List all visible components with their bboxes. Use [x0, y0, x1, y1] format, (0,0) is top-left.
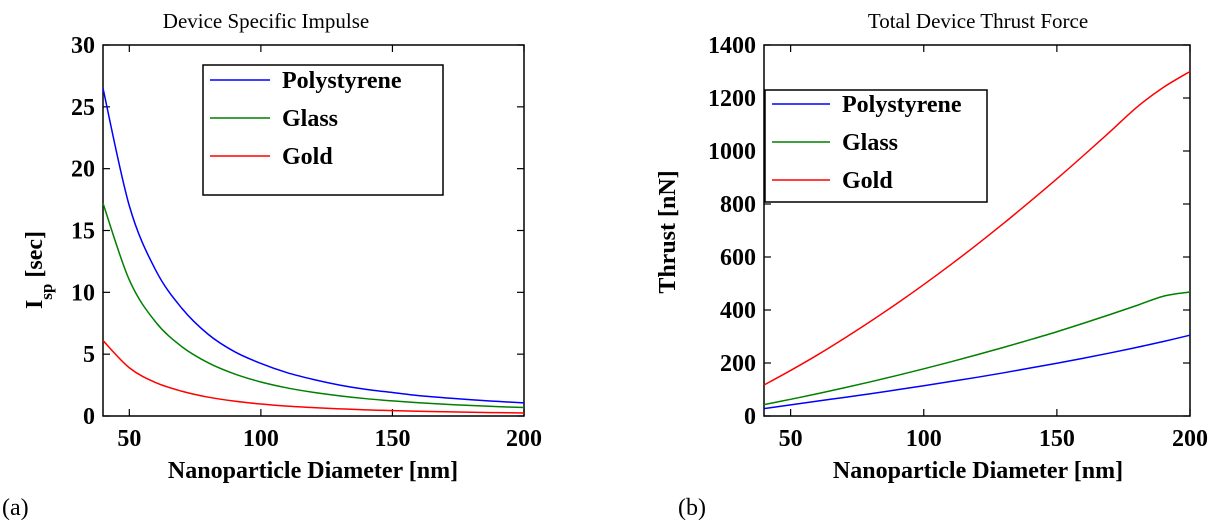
y-tick-label: 0 [83, 404, 95, 430]
y-tick-label: 1000 [708, 139, 756, 165]
legend-box [202, 64, 444, 196]
legend-box [764, 89, 988, 203]
series-line-glass [102, 203, 525, 409]
legend-label-glass: Glass [282, 106, 338, 132]
y-tick-label: 800 [720, 192, 756, 218]
legend-items: Polystyrene Glass Gold [772, 92, 962, 194]
legend-label-gold: Gold [842, 168, 893, 194]
y-tick-label: 0 [744, 404, 756, 430]
x-tick-label: 100 [906, 426, 942, 452]
x-tick-label: 100 [243, 426, 279, 452]
series-line-gold [102, 340, 525, 414]
x-tick-label: 50 [779, 426, 803, 452]
y-tick-label: 15 [71, 219, 95, 245]
legend: Polystyrene Glass Gold [764, 89, 988, 203]
x-axis-label: Nanoparticle Diameter [nm] [168, 458, 458, 484]
legend-label-polystyrene: Polystyrene [842, 92, 962, 118]
chart-title: Total Device Thrust Force [868, 9, 1088, 33]
legend: Polystyrene Glass Gold [202, 64, 444, 196]
legend-items: Polystyrene Glass Gold [210, 68, 402, 170]
panel-label: (a) [2, 495, 29, 520]
y-tick-label: 600 [720, 245, 756, 271]
plot-frame [763, 44, 1191, 417]
series-line-glass [763, 291, 1191, 406]
y-axis-label-sub: sp [37, 284, 56, 300]
x-tick-label: 200 [506, 426, 542, 452]
y-tick-label: 20 [71, 157, 95, 183]
y-tick-label: 1200 [708, 86, 756, 112]
chart-thrust-force: Total Device Thrust Force 50 100 150 200 0 2… [655, 9, 1208, 520]
series-line-gold [763, 70, 1191, 386]
y-tick-label: 1400 [708, 33, 756, 59]
y-tick-label: 200 [720, 351, 756, 377]
series-line-polystyrene [102, 88, 525, 404]
x-axis-ticks: 50 100 150 200 [117, 45, 542, 452]
y-axis-label: Thrust [nN] [655, 170, 681, 293]
panel-label: (b) [678, 495, 706, 520]
x-tick-label: 150 [1039, 426, 1075, 452]
legend-label-glass: Glass [842, 130, 898, 156]
x-tick-label: 50 [117, 426, 141, 452]
chart-title: Device Specific Impulse [163, 9, 369, 33]
y-tick-label: 5 [83, 342, 95, 368]
y-tick-label: 25 [71, 95, 95, 121]
y-axis-label: Isp [sec] [22, 231, 56, 309]
y-axis-label-unit: [sec] [22, 231, 48, 284]
y-tick-label: 400 [720, 298, 756, 324]
chart-specific-impulse: Device Specific Impulse 50 100 150 200 0 5 10… [2, 9, 542, 520]
legend-label-gold: Gold [282, 144, 333, 170]
x-tick-label: 200 [1172, 426, 1208, 452]
y-tick-label: 10 [71, 280, 95, 306]
series-lines [763, 70, 1191, 410]
x-axis-ticks: 50 100 150 200 [779, 45, 1208, 452]
x-tick-label: 150 [374, 426, 410, 452]
y-tick-label: 30 [71, 33, 95, 59]
y-axis-ticks: 0 5 10 15 20 25 30 [71, 33, 524, 430]
series-line-polystyrene [763, 334, 1191, 410]
series-lines [102, 88, 525, 414]
x-axis-label: Nanoparticle Diameter [nm] [833, 458, 1123, 484]
legend-label-polystyrene: Polystyrene [282, 68, 402, 94]
y-axis-label-main: I [22, 300, 48, 309]
